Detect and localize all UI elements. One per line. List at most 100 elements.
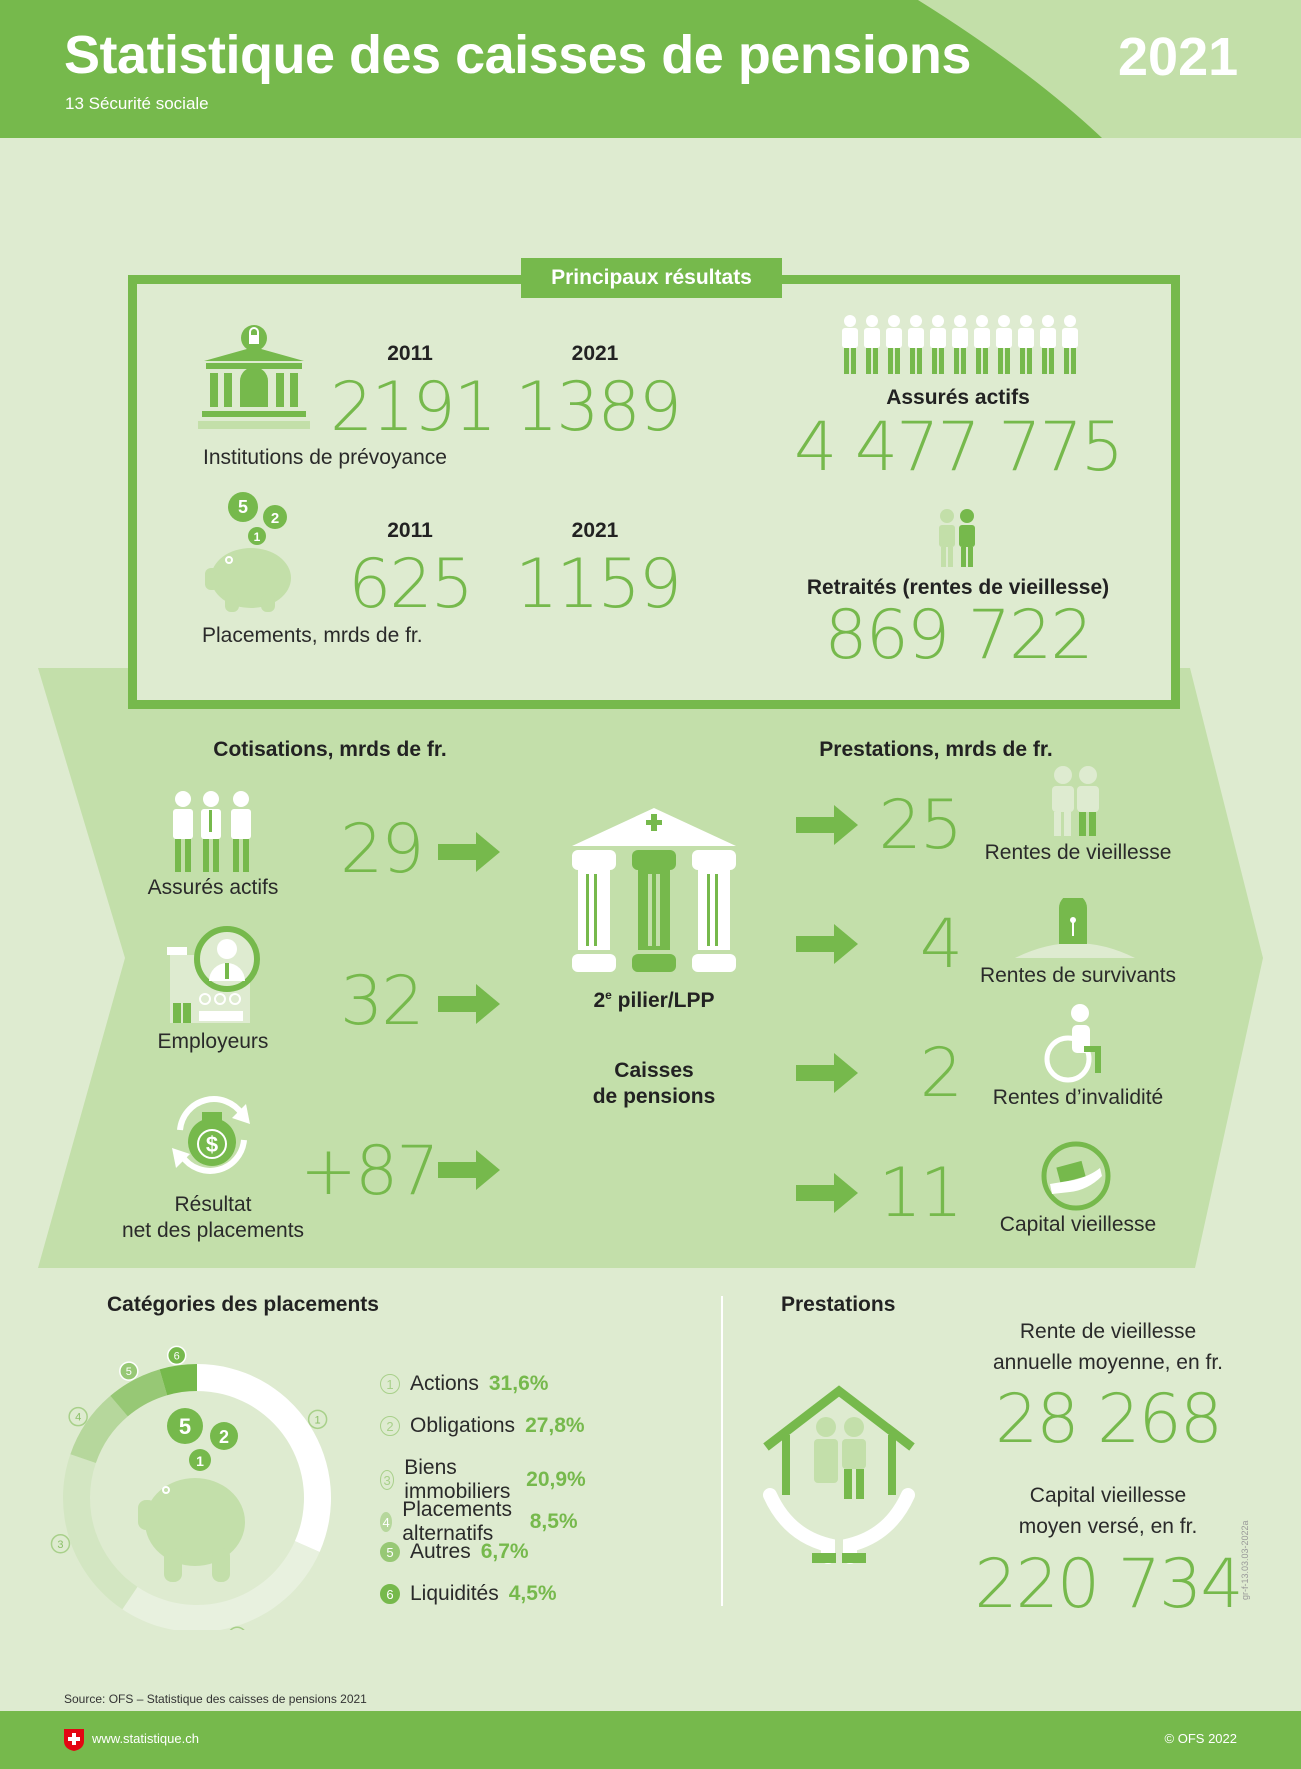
donut-slice-2 (122, 1541, 320, 1630)
svg-text:1: 1 (315, 1414, 321, 1426)
chart-title: Catégories des placements (107, 1293, 379, 1316)
donut-slice-6 (159, 1364, 197, 1396)
pension-funds-label: Caisses de pensions (592, 1059, 716, 1108)
year: 2021 (1118, 27, 1239, 87)
legend-value: 27,8% (525, 1414, 585, 1437)
prestations-title: Prestations (781, 1293, 896, 1316)
svg-text:1: 1 (196, 1453, 204, 1469)
benefit-label-survivors: Rentes de survivants (979, 964, 1177, 987)
legend-item: 4 Placements alternatifs 8,5% (380, 1498, 578, 1546)
average-pension-label: Rente de vieillesse annuelle moyenne, en… (993, 1320, 1223, 1374)
benefit-label-disability: Rentes d’invalidité (992, 1086, 1164, 1109)
capital-hand-icon (1041, 1141, 1111, 1211)
grave-icon (1015, 898, 1135, 958)
copyright: © OFS 2022 (1164, 1731, 1237, 1746)
wheelchair-icon (1044, 1004, 1101, 1083)
institutions-year-2021: 2021 (571, 342, 619, 365)
institutions-year-2011: 2011 (387, 342, 433, 365)
retired-value: 869 722 (824, 596, 1093, 675)
arrow-right-icon (438, 1150, 500, 1190)
average-capital-value: 220 734 (974, 1545, 1243, 1624)
slice-marker: 6 (166, 1345, 187, 1366)
svg-text:1: 1 (254, 530, 261, 544)
placements-value-2021: 1159 (515, 545, 682, 624)
bank-lock-icon (198, 325, 310, 429)
legend-label: Actions (410, 1372, 479, 1395)
contribution-label-active: Assurés actifs (147, 876, 279, 899)
donut-slice-3 (63, 1454, 138, 1610)
donut-slice-4 (70, 1395, 128, 1464)
svg-text:4: 4 (75, 1412, 81, 1424)
benefit-label-capital: Capital vieillesse (999, 1213, 1157, 1236)
placements-label: Placements, mrds de fr. (202, 624, 423, 647)
slice-marker: 3 (50, 1534, 71, 1554)
benefits-title: Prestations, mrds de fr. (819, 738, 1053, 761)
retired-couple-icon (939, 509, 975, 567)
slice-marker: 4 (68, 1406, 88, 1427)
retired-couple-icon (1052, 766, 1099, 836)
placements-donut-chart: 5 2 1 123456 (50, 1345, 331, 1630)
legend-item: 3 Biens immobiliers 20,9% (380, 1456, 586, 1504)
donut-slice-1 (197, 1364, 331, 1552)
legend-marker: 5 (380, 1542, 400, 1562)
page-title: Statistique des caisses de pensions (64, 25, 971, 85)
legend-value: 8,5% (529, 1510, 578, 1533)
swiss-shield-icon (64, 1729, 84, 1751)
svg-text:5: 5 (238, 497, 248, 517)
donut-slice-5 (110, 1369, 168, 1417)
arrow-right-icon (796, 805, 858, 845)
person-icon (1018, 315, 1034, 374)
legend-value: 6,7% (480, 1540, 529, 1563)
legend-item: 6 Liquidités 4,5% (380, 1582, 557, 1606)
slice-marker: 2 (229, 1626, 245, 1630)
active-insured-label: Assurés actifs (886, 386, 1030, 409)
person-icon (996, 315, 1012, 374)
main-results-label: Principaux résultats (521, 258, 782, 298)
placements-value-2011: 625 (348, 545, 474, 624)
average-capital-label: Capital vieillesse moyen versé, en fr. (1018, 1484, 1198, 1538)
retired-label: Retraités (rentes de vieillesse) (806, 576, 1110, 599)
contribution-label-employers: Employeurs (157, 1030, 269, 1053)
legend-marker: 6 (380, 1584, 400, 1604)
placements-year-2021: 2021 (571, 519, 619, 542)
svg-text:2: 2 (219, 1427, 229, 1447)
svg-text:5: 5 (179, 1414, 191, 1439)
legend-value: 4,5% (508, 1582, 557, 1605)
website-link[interactable]: www.statistique.ch (92, 1731, 199, 1746)
pillar-label: 2e pilier/LPP (554, 988, 754, 1013)
arrow-right-icon (796, 1173, 858, 1213)
person-icon (908, 315, 924, 374)
arrow-right-icon (796, 924, 858, 964)
legend-item: 2 Obligations 27,8% (380, 1414, 585, 1438)
svg-text:2: 2 (271, 510, 279, 527)
benefit-value-survivors: 4 (919, 905, 963, 984)
arrow-right-icon (796, 1053, 858, 1093)
house-hands-couple-icon (763, 1385, 915, 1564)
benefit-value-old-age: 25 (878, 786, 963, 865)
person-icon (1062, 315, 1078, 374)
contribution-value-active: 29 (340, 810, 425, 889)
svg-text:$: $ (206, 1132, 218, 1157)
legend-item: 1 Actions 31,6% (380, 1372, 548, 1396)
pension-fund-building-icon (572, 808, 736, 972)
header: Statistique des caisses de pensions 13 S… (0, 0, 1301, 138)
svg-text:6: 6 (174, 1350, 180, 1362)
person-icon (974, 315, 990, 374)
pillar-number: 2 (593, 989, 606, 1012)
legend-marker: 3 (380, 1470, 395, 1490)
pillar-text: pilier/LPP (611, 989, 715, 1012)
person-icon (842, 315, 858, 374)
svg-text:5: 5 (126, 1366, 132, 1378)
person-icon (886, 315, 902, 374)
page-subtitle: 13 Sécurité sociale (65, 94, 209, 113)
people-group-icon (842, 315, 1078, 374)
legend-value: 31,6% (488, 1372, 549, 1395)
divider (721, 1296, 723, 1606)
header-decoration (918, 0, 1301, 138)
source: Source: OFS – Statistique des caisses de… (64, 1692, 367, 1706)
active-insured-value: 4 477 775 (793, 408, 1124, 487)
workers-icon (173, 791, 251, 872)
legend-item: 5 Autres 6,7% (380, 1540, 529, 1564)
person-icon (1040, 315, 1056, 374)
svg-text:3: 3 (57, 1539, 63, 1551)
